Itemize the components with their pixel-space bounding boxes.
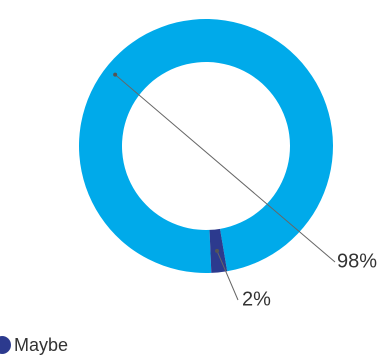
leader-dot bbox=[215, 248, 220, 253]
leader-line bbox=[216, 250, 239, 301]
leader-dot bbox=[113, 72, 118, 77]
donut-slice bbox=[78, 19, 333, 274]
leader-line bbox=[114, 74, 336, 263]
legend-label: Maybe bbox=[14, 335, 68, 355]
value-label: 98% bbox=[337, 250, 377, 272]
legend-swatch bbox=[0, 336, 11, 354]
value-label: 2% bbox=[242, 288, 271, 310]
